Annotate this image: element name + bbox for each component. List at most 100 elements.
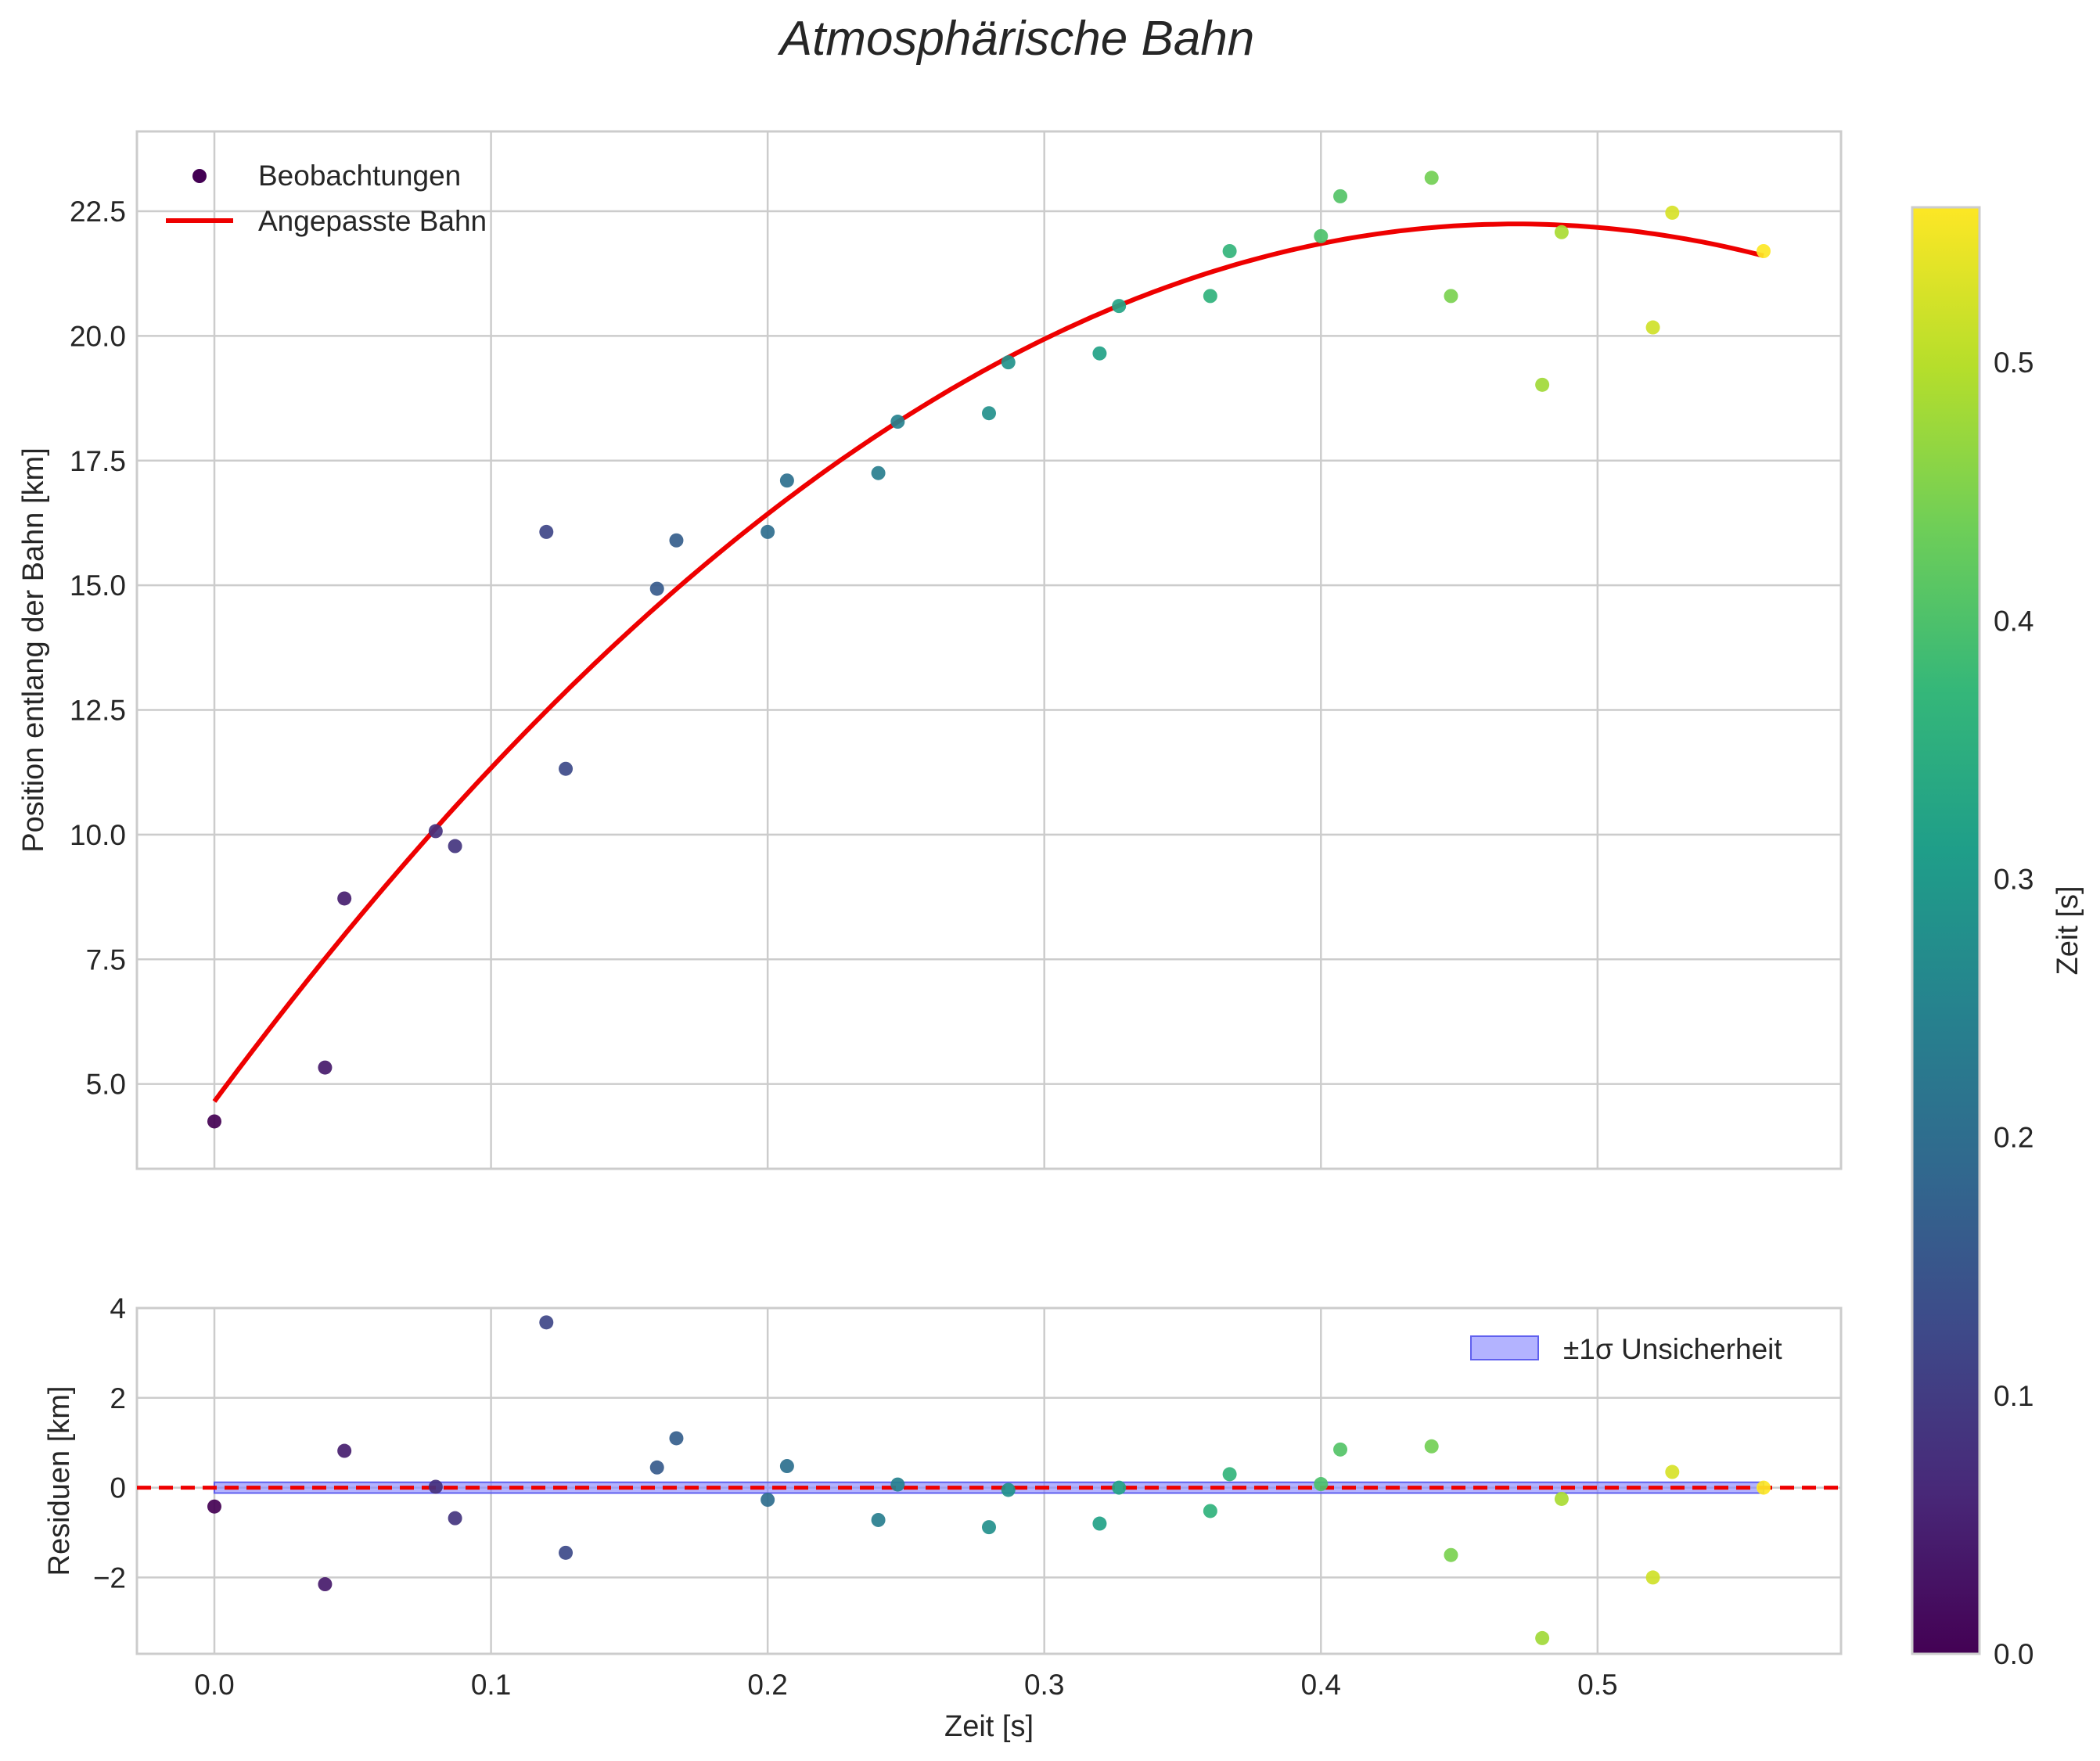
observation-point xyxy=(337,891,352,906)
observation-point xyxy=(448,839,462,854)
residual-point xyxy=(539,1315,554,1330)
residual-plot-area xyxy=(137,1308,1841,1654)
observation-point xyxy=(779,473,794,488)
x-axis-title: Zeit [s] xyxy=(944,1710,1034,1743)
residual-y-tick-label: 0 xyxy=(110,1472,126,1504)
colorbar-tick-label: 0.4 xyxy=(1994,605,2033,637)
main-y-tick-label: 22.5 xyxy=(70,196,126,228)
residual-point xyxy=(207,1499,221,1514)
main-y-axis-title: Position entlang der Bahn [km] xyxy=(17,447,50,853)
legend-uncertainty-swatch xyxy=(1470,1335,1539,1360)
x-tick-label: 0.0 xyxy=(194,1669,234,1701)
x-tick-label: 0.1 xyxy=(471,1669,511,1701)
residual-point xyxy=(448,1511,462,1526)
residual-y-tick-label: −2 xyxy=(93,1562,126,1594)
observation-point xyxy=(871,465,886,480)
residual-frame xyxy=(135,1306,1843,1655)
residual-point xyxy=(1333,1442,1348,1457)
observation-point xyxy=(669,533,684,548)
observation-point xyxy=(1554,225,1569,239)
residual-point xyxy=(982,1520,996,1535)
main-frame xyxy=(135,130,1843,1170)
x-tick-label: 0.4 xyxy=(1301,1669,1341,1701)
x-tick-label: 0.2 xyxy=(747,1669,787,1701)
colorbar-tick-label: 0.3 xyxy=(1994,863,2033,895)
residual-point xyxy=(1092,1516,1107,1531)
residual-point xyxy=(1554,1491,1569,1506)
observation-point xyxy=(761,524,775,539)
observation-point xyxy=(1444,289,1458,304)
observation-point xyxy=(982,406,996,421)
main-y-tick-label: 5.0 xyxy=(86,1069,126,1101)
residual-point xyxy=(428,1479,443,1494)
main-y-tick-label: 20.0 xyxy=(70,320,126,352)
residual-point xyxy=(649,1460,664,1475)
residual-point xyxy=(761,1493,775,1508)
observation-point xyxy=(649,581,664,596)
observation-point xyxy=(1001,355,1016,370)
main-plot: 5.0 7.5 10.0 12.5 15.0 17.5 20.0 22.5 Position e… xyxy=(17,130,1843,1170)
residual-point xyxy=(669,1431,684,1446)
colorbar-gradient xyxy=(1911,206,1981,1655)
colorbar-label: Zeit [s] xyxy=(2051,886,2084,975)
residual-point xyxy=(1757,1480,1771,1495)
residual-point xyxy=(559,1545,574,1560)
residual-point xyxy=(1222,1467,1237,1482)
fitted-trajectory-line xyxy=(212,221,1764,1103)
residual-point xyxy=(1444,1547,1458,1562)
residual-point xyxy=(1112,1480,1127,1495)
observation-point xyxy=(1757,244,1771,258)
colorbar-tick-label: 0.5 xyxy=(1994,347,2033,379)
residual-point xyxy=(1314,1477,1329,1492)
residual-point xyxy=(1001,1482,1016,1497)
residual-point xyxy=(318,1577,333,1592)
observation-point xyxy=(428,824,443,839)
observation-point xyxy=(1222,244,1237,258)
residual-y-tick-label: 4 xyxy=(110,1292,126,1324)
colorbar-tick-label: 0.0 xyxy=(1994,1638,2033,1670)
main-y-tick-label: 12.5 xyxy=(70,695,126,727)
observation-point xyxy=(539,524,554,539)
observation-point xyxy=(1314,228,1329,243)
residual-point xyxy=(890,1477,905,1492)
observation-point xyxy=(1203,289,1217,304)
residual-y-axis-title: Residuen [km] xyxy=(43,1386,76,1576)
observation-point xyxy=(1665,205,1680,220)
x-tick-label: 0.3 xyxy=(1024,1669,1064,1701)
residual-point xyxy=(1665,1465,1680,1479)
observation-point xyxy=(318,1060,333,1075)
main-y-tick-label: 17.5 xyxy=(70,445,126,477)
observation-point xyxy=(890,415,905,429)
main-y-tick-label: 10.0 xyxy=(70,819,126,851)
observation-point xyxy=(1112,299,1127,314)
residual-point xyxy=(337,1443,352,1458)
colorbar-tick-label: 0.1 xyxy=(1994,1380,2033,1412)
colorbar-tick-label: 0.2 xyxy=(1994,1122,2033,1154)
legend-fit-label: Angepasste Bahn xyxy=(258,205,487,237)
main-y-tick-label: 15.0 xyxy=(70,570,126,602)
chart-title: Atmosphärische Bahn xyxy=(777,12,1255,66)
residual-y-tick-label: 2 xyxy=(110,1382,126,1414)
residual-plot: 0.0 0.1 0.2 0.3 0.4 0.5 −2 0 2 4 Zeit [s] Residuen … xyxy=(43,1292,1843,1743)
main-plot-area xyxy=(137,131,1841,1169)
residual-point xyxy=(871,1512,886,1527)
observation-point xyxy=(1092,346,1107,361)
observation-point xyxy=(207,1114,221,1129)
legend-observations-label: Beobachtungen xyxy=(258,160,461,192)
residual-point xyxy=(779,1459,794,1474)
legend-uncertainty-label: ±1σ Unsicherheit xyxy=(1563,1333,1782,1365)
residual-point xyxy=(1645,1570,1660,1585)
colorbar: 0.0 0.1 0.2 0.3 0.4 0.5 Zeit [s] xyxy=(1911,206,2084,1670)
observation-point xyxy=(1424,171,1439,185)
observation-point xyxy=(1333,189,1348,203)
legend-observations-marker xyxy=(192,169,207,183)
observation-point xyxy=(1645,320,1660,335)
main-y-tick-label: 7.5 xyxy=(86,943,126,976)
residual-point xyxy=(1535,1630,1550,1645)
observation-point xyxy=(1535,377,1550,392)
observation-point xyxy=(559,761,574,776)
x-tick-label: 0.5 xyxy=(1577,1669,1617,1701)
residual-point xyxy=(1203,1504,1217,1518)
